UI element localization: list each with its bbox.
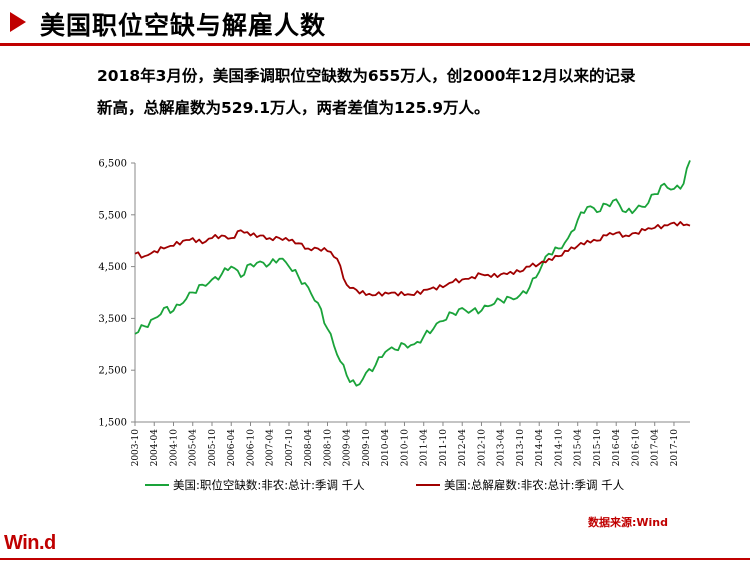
x-tick-label: 2009-10 xyxy=(362,429,372,467)
x-tick-label: 2010-04 xyxy=(381,429,391,467)
x-tick-label: 2007-10 xyxy=(285,429,295,467)
y-tick-label: 1,500 xyxy=(98,418,127,429)
x-tick-label: 2014-10 xyxy=(554,429,564,467)
x-tick-label: 2013-10 xyxy=(516,429,526,467)
x-tick-label: 2007-04 xyxy=(266,429,276,467)
x-tick-label: 2011-04 xyxy=(420,429,430,467)
x-tick-label: 2008-10 xyxy=(323,429,333,467)
line-chart: 1,500 2,500 3,500 4,500 5,500 6,500 2003-10 200… xyxy=(98,159,691,492)
x-tick-label: 2005-04 xyxy=(189,429,199,467)
x-tick-label: 2004-04 xyxy=(150,429,160,467)
wind-logo: Win.d xyxy=(4,532,56,554)
series-line-openings xyxy=(134,160,691,387)
x-tick-label: 2016-10 xyxy=(631,429,641,467)
data-source: 数据来源:Wind xyxy=(588,516,669,529)
y-tick-label: 3,500 xyxy=(98,314,127,325)
x-tick-label: 2006-10 xyxy=(246,429,256,467)
x-tick-label: 2017-04 xyxy=(651,429,661,467)
y-tick-label: 2,500 xyxy=(98,366,127,377)
x-tick-label: 2017-10 xyxy=(670,429,680,467)
x-tick-label: 2004-10 xyxy=(169,429,179,467)
slide-title: 美国职位空缺与解雇人数 xyxy=(40,11,327,40)
x-tick-label: 2012-04 xyxy=(458,429,468,467)
x-tick-label: 2003-10 xyxy=(131,429,141,467)
x-tick-label: 2013-04 xyxy=(497,429,507,467)
summary-line-1: 2018年3月份，美国季调职位空缺数为655万人，创2000年12月以来的记录 xyxy=(97,67,636,85)
bottom-rule xyxy=(0,558,750,560)
legend-openings-label: 美国:职位空缺数:非农:总计:季调 千人 xyxy=(173,478,365,492)
x-tick-label: 2008-04 xyxy=(304,429,314,467)
y-tick-label: 5,500 xyxy=(98,210,127,221)
y-tick-label: 6,500 xyxy=(98,159,127,170)
series-line-layoffs xyxy=(134,221,691,297)
x-tick-label: 2012-10 xyxy=(477,429,487,467)
slide-header: 美国职位空缺与解雇人数 xyxy=(0,0,750,48)
x-tick-label: 2016-04 xyxy=(612,429,622,467)
x-tick-label: 2014-04 xyxy=(535,429,545,467)
legend-layoffs-label: 美国:总解雇数:非农:总计:季调 千人 xyxy=(444,478,625,492)
y-tick-label: 4,500 xyxy=(98,262,127,273)
x-tick-label: 2005-10 xyxy=(208,429,218,467)
x-tick-label: 2011-10 xyxy=(439,429,449,467)
summary-text: 2018年3月份，美国季调职位空缺数为655万人，创2000年12月以来的记录 … xyxy=(97,60,737,124)
x-tick-label: 2015-04 xyxy=(574,429,584,467)
x-tick-label: 2009-04 xyxy=(343,429,353,467)
header-rule xyxy=(0,43,750,46)
x-tick-label: 2015-10 xyxy=(593,429,603,467)
summary-line-2: 新高，总解雇数为529.1万人，两者差值为125.9万人。 xyxy=(97,99,490,117)
x-tick-label: 2006-04 xyxy=(227,429,237,467)
header-triangle-icon xyxy=(10,12,26,32)
x-tick-label: 2010-10 xyxy=(400,429,410,467)
